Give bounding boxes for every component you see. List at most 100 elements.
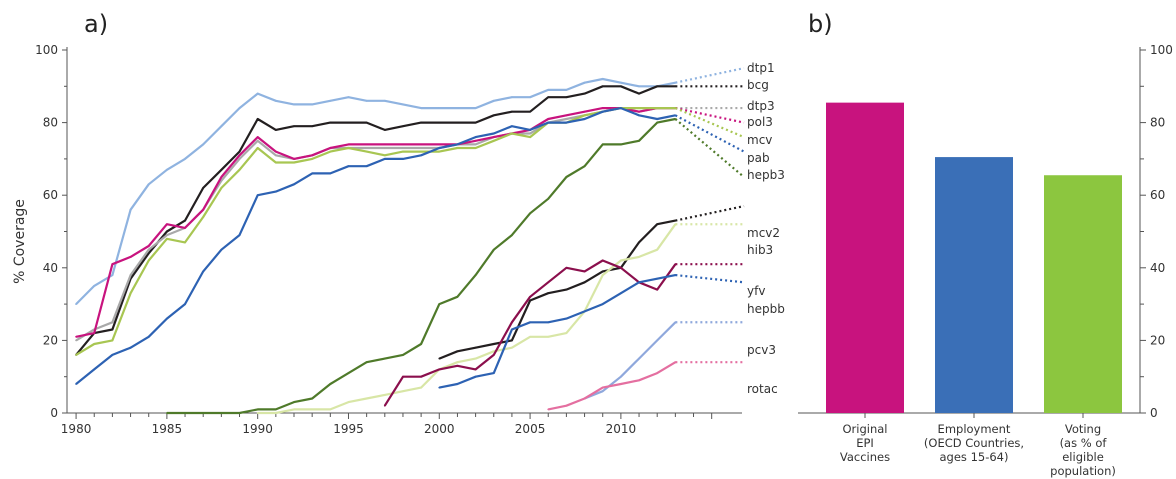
data-point-mcv2 <box>583 281 586 284</box>
data-point-mcv <box>129 292 132 295</box>
data-point-yfv <box>402 375 404 378</box>
series-projection-mcv2 <box>675 205 745 222</box>
data-point-dtp1 <box>75 303 77 305</box>
series-line-mcv2 <box>438 219 676 360</box>
data-point-pab <box>438 147 441 149</box>
data-point-hepb3 <box>165 412 168 414</box>
data-point-bcg <box>529 110 531 113</box>
data-point-hepb3 <box>220 412 223 414</box>
series-label-mcv2: mcv2 <box>747 226 780 240</box>
data-point-dtp1 <box>347 96 350 99</box>
series-line-bcg <box>75 85 676 356</box>
data-point-yfv <box>565 266 568 269</box>
data-point-hepb3 <box>438 303 441 305</box>
bar-category-label: Original <box>842 422 887 436</box>
data-point-hepb3 <box>529 212 531 215</box>
data-point-mcv <box>93 343 96 345</box>
series-projection-dtp1 <box>675 67 745 84</box>
data-point-hepbb <box>601 303 604 305</box>
data-point-bcg <box>402 125 404 128</box>
data-point-pol3 <box>184 226 186 229</box>
data-point-yfv <box>511 321 513 324</box>
series-label-hepb3: hepb3 <box>747 168 785 182</box>
panel-a-label: a) <box>84 10 108 38</box>
data-point-pab <box>347 165 350 168</box>
series-projection-mcv <box>674 107 745 139</box>
data-point-hib3 <box>529 335 531 338</box>
data-point-bcg <box>220 168 223 171</box>
bar-employment <box>935 157 1013 413</box>
data-point-dtp1 <box>329 99 332 102</box>
data-point-pol3 <box>311 154 314 157</box>
bar-category-label: population) <box>1050 464 1116 478</box>
data-point-hib3 <box>638 256 640 258</box>
data-point-dtp1 <box>147 183 150 186</box>
data-point-hepb3 <box>347 372 350 374</box>
data-point-bcg <box>111 328 114 331</box>
right-y-tick-label-20: 20 <box>1150 333 1165 347</box>
series-line-rotac <box>547 361 676 411</box>
data-point-hepb3 <box>492 248 495 251</box>
series-line-hib3 <box>257 223 677 415</box>
data-point-hib3 <box>565 332 568 335</box>
data-point-pab <box>474 136 477 139</box>
data-point-pol3 <box>347 143 350 146</box>
data-point-dtp1 <box>220 125 223 128</box>
data-point-mcv <box>638 107 640 109</box>
data-point-rotac <box>565 404 568 407</box>
data-point-hepbb <box>565 317 568 320</box>
data-point-hepbb <box>529 321 531 324</box>
data-point-bcg <box>474 121 477 124</box>
data-point-hepbb <box>638 281 640 284</box>
data-point-pol3 <box>492 136 495 139</box>
data-point-pab <box>601 110 604 113</box>
data-point-dtp1 <box>365 99 368 102</box>
data-point-bcg <box>347 121 350 124</box>
data-point-dtp1 <box>256 92 259 95</box>
data-point-yfv <box>438 368 441 371</box>
bar-original <box>826 102 904 413</box>
data-point-pol3 <box>129 256 132 258</box>
y-tick-label-0: 0 <box>50 406 58 420</box>
data-point-hepb3 <box>583 165 586 168</box>
data-point-mcv2 <box>456 350 459 353</box>
data-point-hib3 <box>402 390 404 393</box>
data-point-hib3 <box>511 346 513 349</box>
data-point-dtp1 <box>456 107 459 109</box>
data-point-mcv <box>511 132 513 135</box>
data-point-dtp1 <box>583 81 586 84</box>
series-projection-hepb3 <box>674 118 745 178</box>
series-label-mcv: mcv <box>747 133 772 147</box>
data-point-dtp3 <box>238 158 241 160</box>
data-point-mcv2 <box>511 339 513 342</box>
y-tick-label-20: 20 <box>43 333 58 347</box>
data-point-pol3 <box>438 143 441 146</box>
y-axis-title: % Coverage <box>12 199 28 284</box>
data-point-pol3 <box>601 107 604 109</box>
series-label-pol3: pol3 <box>747 115 773 129</box>
data-point-pab <box>256 194 259 197</box>
data-point-hepbb <box>547 321 550 324</box>
data-point-dtp1 <box>619 81 622 84</box>
data-point-pab <box>311 172 314 175</box>
data-point-mcv <box>220 187 223 189</box>
bar-category-label: Voting <box>1065 422 1101 436</box>
data-point-mcv <box>474 147 477 149</box>
data-point-bcg <box>147 252 150 255</box>
data-point-yfv <box>656 288 659 291</box>
data-point-dtp1 <box>529 96 531 99</box>
data-point-hepb3 <box>511 234 513 237</box>
data-point-mcv <box>456 147 459 149</box>
data-point-pol3 <box>402 143 404 146</box>
data-point-hepbb <box>619 292 622 295</box>
data-point-mcv <box>329 150 332 153</box>
data-point-hepb3 <box>311 397 314 400</box>
data-point-pcv3 <box>619 375 622 378</box>
data-point-bcg <box>184 219 186 222</box>
data-point-hepbb <box>511 328 513 331</box>
data-point-pol3 <box>220 176 223 178</box>
data-point-dtp1 <box>184 158 186 160</box>
right-y-tick-label-0: 0 <box>1150 406 1158 420</box>
data-point-dtp1 <box>492 99 495 102</box>
data-point-dtp1 <box>311 103 314 106</box>
